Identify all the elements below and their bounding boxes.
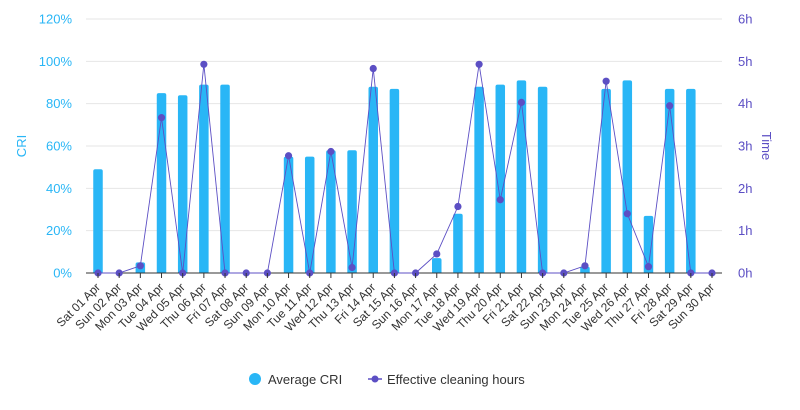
- right-tick-label: 2h: [738, 181, 752, 196]
- point-effective-cleaning-hours[interactable]: [623, 210, 631, 218]
- point-effective-cleaning-hours[interactable]: [136, 262, 144, 270]
- right-tick-label: 1h: [738, 223, 752, 238]
- bar-average-cri[interactable]: [199, 84, 209, 273]
- bar-series: [93, 80, 696, 273]
- left-tick-label: 120%: [39, 12, 73, 27]
- left-tick-label: 80%: [46, 96, 72, 111]
- right-tick-label: 5h: [738, 54, 752, 69]
- legend-label-average-cri[interactable]: Average CRI: [268, 372, 342, 387]
- left-axis-ticks: 0% 20% 40% 60% 80% 100% 120%: [39, 12, 73, 281]
- point-effective-cleaning-hours[interactable]: [454, 202, 462, 211]
- point-effective-cleaning-hours[interactable]: [475, 60, 483, 68]
- right-tick-label: 6h: [738, 12, 752, 27]
- bar-average-cri[interactable]: [516, 80, 527, 273]
- bar-average-cri[interactable]: [389, 88, 400, 273]
- point-effective-cleaning-hours[interactable]: [157, 114, 166, 122]
- point-effective-cleaning-hours[interactable]: [200, 60, 208, 68]
- point-effective-cleaning-hours[interactable]: [348, 263, 356, 272]
- bar-average-cri[interactable]: [537, 86, 548, 273]
- point-effective-cleaning-hours[interactable]: [517, 98, 526, 106]
- bar-average-cri[interactable]: [453, 213, 463, 273]
- legend: Average CRI Effective cleaning hours: [249, 372, 525, 387]
- grid: [86, 18, 722, 232]
- bar-average-cri[interactable]: [283, 156, 294, 273]
- bar-average-cri[interactable]: [304, 156, 315, 273]
- bar-average-cri[interactable]: [93, 169, 103, 273]
- right-axis-ticks: 0h 1h 2h 3h 4h 5h 6h: [738, 12, 752, 281]
- bar-average-cri[interactable]: [326, 150, 336, 273]
- point-effective-cleaning-hours[interactable]: [602, 77, 610, 85]
- point-effective-cleaning-hours[interactable]: [581, 262, 589, 270]
- point-effective-cleaning-hours[interactable]: [433, 250, 441, 258]
- right-axis-title: Time: [759, 132, 774, 160]
- point-effective-cleaning-hours[interactable]: [666, 102, 674, 110]
- right-tick-label: 3h: [738, 139, 752, 154]
- legend-marker-average-cri[interactable]: [249, 373, 261, 385]
- left-tick-label: 100%: [39, 54, 73, 69]
- bar-average-cri[interactable]: [495, 84, 506, 273]
- bar-average-cri[interactable]: [474, 86, 484, 273]
- point-effective-cleaning-hours[interactable]: [327, 147, 335, 156]
- point-effective-cleaning-hours[interactable]: [369, 64, 377, 73]
- bar-average-cri[interactable]: [643, 215, 654, 273]
- bar-average-cri[interactable]: [347, 150, 357, 273]
- legend-marker-dot-cleaning-hours[interactable]: [371, 375, 379, 383]
- bar-average-cri[interactable]: [601, 88, 611, 273]
- bar-average-cri[interactable]: [368, 86, 378, 273]
- line-effective-cleaning-hours: [98, 64, 712, 274]
- bar-average-cri[interactable]: [177, 95, 188, 273]
- point-effective-cleaning-hours[interactable]: [644, 263, 653, 271]
- legend-label-cleaning-hours[interactable]: Effective cleaning hours: [387, 372, 525, 387]
- left-axis-title: CRI: [14, 135, 29, 157]
- right-tick-label: 0h: [738, 266, 752, 281]
- bar-average-cri[interactable]: [664, 88, 675, 273]
- bar-average-cri[interactable]: [622, 80, 633, 273]
- bar-average-cri[interactable]: [432, 258, 442, 273]
- line-series: [94, 60, 716, 277]
- bar-average-cri[interactable]: [220, 84, 230, 273]
- right-tick-label: 4h: [738, 96, 752, 111]
- left-tick-label: 40%: [46, 181, 72, 196]
- left-tick-label: 0%: [53, 266, 72, 281]
- left-tick-label: 20%: [46, 223, 72, 238]
- point-effective-cleaning-hours[interactable]: [284, 152, 293, 160]
- bar-average-cri[interactable]: [686, 88, 696, 273]
- point-effective-cleaning-hours[interactable]: [496, 196, 504, 204]
- left-tick-label: 60%: [46, 139, 72, 154]
